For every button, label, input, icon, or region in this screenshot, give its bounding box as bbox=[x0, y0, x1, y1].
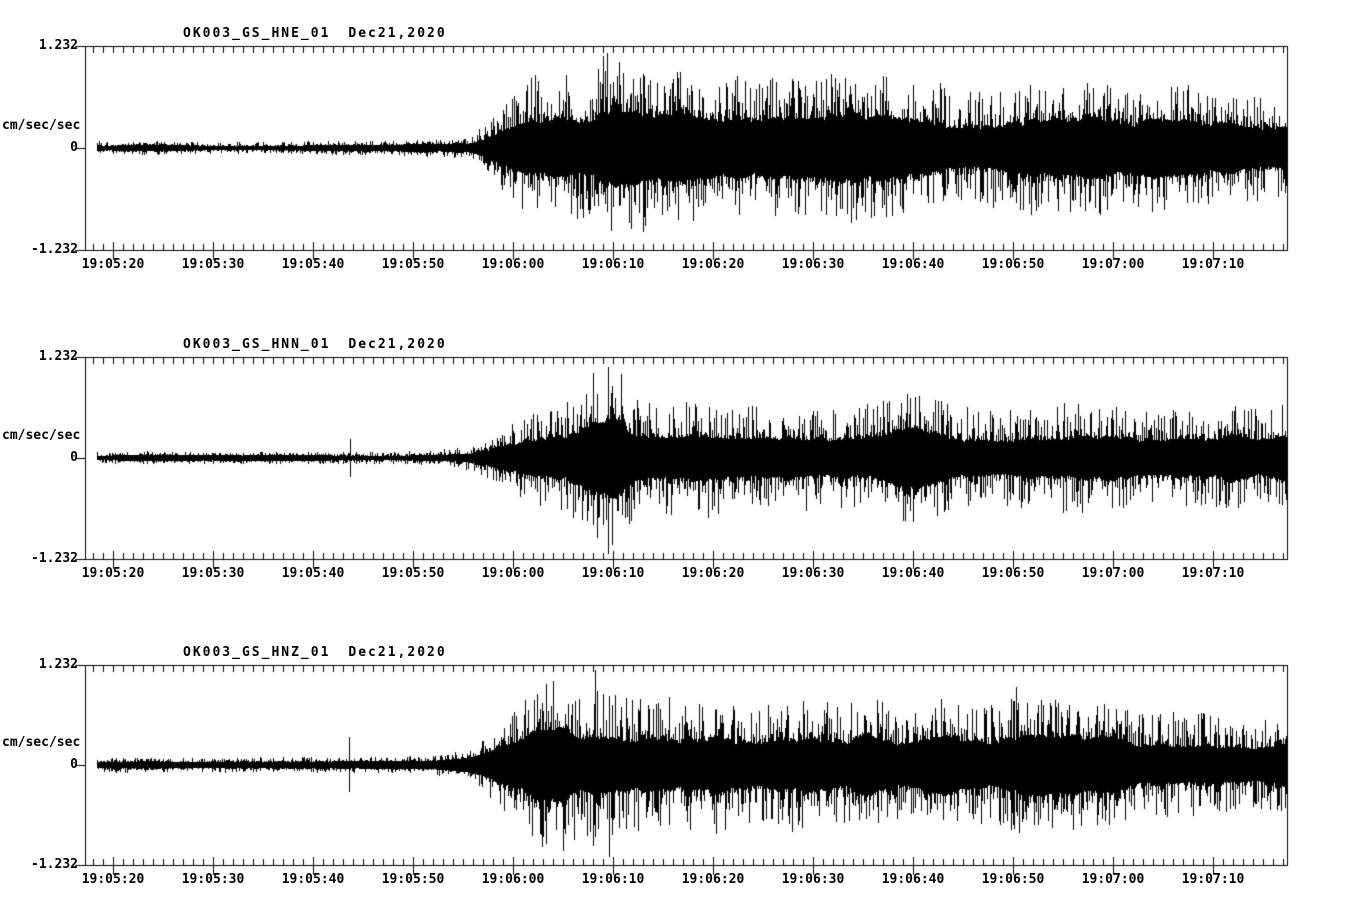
waveform-plot-canvas-hnn bbox=[0, 343, 1358, 585]
waveform-plot-canvas-hne bbox=[0, 32, 1358, 276]
waveform-plot-canvas-hnz bbox=[0, 651, 1358, 891]
